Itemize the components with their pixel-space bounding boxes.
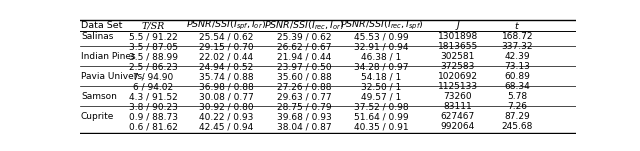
Text: $PSNR/SSI(I_{spf}, I_{or})$: $PSNR/SSI(I_{spf}, I_{or})$ (186, 19, 266, 32)
Text: 627467: 627467 (441, 112, 475, 121)
Text: 49.57 / 1: 49.57 / 1 (362, 92, 402, 101)
Text: 37.52 / 0.98: 37.52 / 0.98 (355, 102, 409, 111)
Text: 5.5 / 91.22: 5.5 / 91.22 (129, 32, 178, 41)
Text: 7.26: 7.26 (508, 102, 527, 111)
Text: Pavia Univers.: Pavia Univers. (81, 72, 145, 81)
Text: 40.35 / 0.91: 40.35 / 0.91 (355, 122, 409, 131)
Text: 32.50 / 1: 32.50 / 1 (362, 82, 402, 91)
Text: 302581: 302581 (441, 52, 475, 61)
Text: 27.26 / 0.88: 27.26 / 0.88 (277, 82, 332, 91)
Text: 30.08 / 0.77: 30.08 / 0.77 (199, 92, 253, 101)
Text: T/SR: T/SR (142, 21, 165, 30)
Text: Data Set: Data Set (81, 21, 122, 30)
Text: 83111: 83111 (444, 102, 472, 111)
Text: 0.6 / 81.62: 0.6 / 81.62 (129, 122, 178, 131)
Text: 7 / 94.90: 7 / 94.90 (133, 72, 173, 81)
Text: 2.5 / 86.23: 2.5 / 86.23 (129, 62, 178, 71)
Text: 3.5 / 87.05: 3.5 / 87.05 (129, 42, 178, 51)
Text: $PSNR/SSI(I_{rec}, I_{or})$: $PSNR/SSI(I_{rec}, I_{or})$ (264, 20, 344, 32)
Text: Salinas: Salinas (81, 32, 113, 41)
Text: 68.34: 68.34 (504, 82, 531, 91)
Text: 372583: 372583 (441, 62, 475, 71)
Text: 51.64 / 0.99: 51.64 / 0.99 (355, 112, 409, 121)
Text: 3.8 / 90.23: 3.8 / 90.23 (129, 102, 178, 111)
Text: 29.63 / 0.77: 29.63 / 0.77 (277, 92, 332, 101)
Text: 1020692: 1020692 (438, 72, 478, 81)
Text: 87.29: 87.29 (504, 112, 531, 121)
Text: $t$: $t$ (515, 20, 520, 31)
Text: $PSNR/SSI(I_{rec}, I_{spf})$: $PSNR/SSI(I_{rec}, I_{spf})$ (340, 19, 424, 32)
Text: 35.74 / 0.88: 35.74 / 0.88 (199, 72, 253, 81)
Text: 1813655: 1813655 (438, 42, 478, 51)
Text: 42.45 / 0.94: 42.45 / 0.94 (199, 122, 253, 131)
Text: Cuprite: Cuprite (81, 112, 115, 121)
Text: 30.92 / 0.80: 30.92 / 0.80 (199, 102, 253, 111)
Text: 42.39: 42.39 (505, 52, 531, 61)
Text: 22.02 / 0.44: 22.02 / 0.44 (199, 52, 253, 61)
Text: 23.97 / 0.50: 23.97 / 0.50 (277, 62, 332, 71)
Text: 245.68: 245.68 (502, 122, 533, 131)
Text: 6 / 94.02: 6 / 94.02 (133, 82, 173, 91)
Text: 46.38 / 1: 46.38 / 1 (362, 52, 402, 61)
Text: 28.75 / 0.79: 28.75 / 0.79 (277, 102, 332, 111)
Text: 168.72: 168.72 (502, 32, 533, 41)
Text: 73.13: 73.13 (504, 62, 531, 71)
Text: 25.39 / 0.62: 25.39 / 0.62 (277, 32, 332, 41)
Text: 25.54 / 0.62: 25.54 / 0.62 (199, 32, 253, 41)
Text: 26.62 / 0.67: 26.62 / 0.67 (277, 42, 332, 51)
Text: 5.78: 5.78 (508, 92, 527, 101)
Text: 39.68 / 0.93: 39.68 / 0.93 (277, 112, 332, 121)
Text: 36.98 / 0.88: 36.98 / 0.88 (199, 82, 253, 91)
Text: 4.3 / 91.52: 4.3 / 91.52 (129, 92, 178, 101)
Text: 21.94 / 0.44: 21.94 / 0.44 (277, 52, 332, 61)
Text: 992064: 992064 (441, 122, 475, 131)
Text: 35.60 / 0.88: 35.60 / 0.88 (277, 72, 332, 81)
Text: 1301898: 1301898 (438, 32, 478, 41)
Text: 32.91 / 0.94: 32.91 / 0.94 (355, 42, 409, 51)
Text: Samson: Samson (81, 92, 117, 101)
Text: 54.18 / 1: 54.18 / 1 (362, 72, 402, 81)
Text: 40.22 / 0.93: 40.22 / 0.93 (199, 112, 253, 121)
Text: 29.15 / 0.70: 29.15 / 0.70 (199, 42, 253, 51)
Text: 1125133: 1125133 (438, 82, 478, 91)
Text: 24.94 / 0.52: 24.94 / 0.52 (199, 62, 253, 71)
Text: 34.28 / 0.97: 34.28 / 0.97 (355, 62, 409, 71)
Text: 45.53 / 0.99: 45.53 / 0.99 (355, 32, 409, 41)
Text: 337.32: 337.32 (502, 42, 533, 51)
Text: 0.9 / 88.73: 0.9 / 88.73 (129, 112, 178, 121)
Text: 60.89: 60.89 (504, 72, 531, 81)
Text: Indian Pines: Indian Pines (81, 52, 136, 61)
Text: 73260: 73260 (444, 92, 472, 101)
Text: 38.04 / 0.87: 38.04 / 0.87 (277, 122, 332, 131)
Text: $J$: $J$ (455, 19, 461, 32)
Text: 3.5 / 88.99: 3.5 / 88.99 (129, 52, 178, 61)
